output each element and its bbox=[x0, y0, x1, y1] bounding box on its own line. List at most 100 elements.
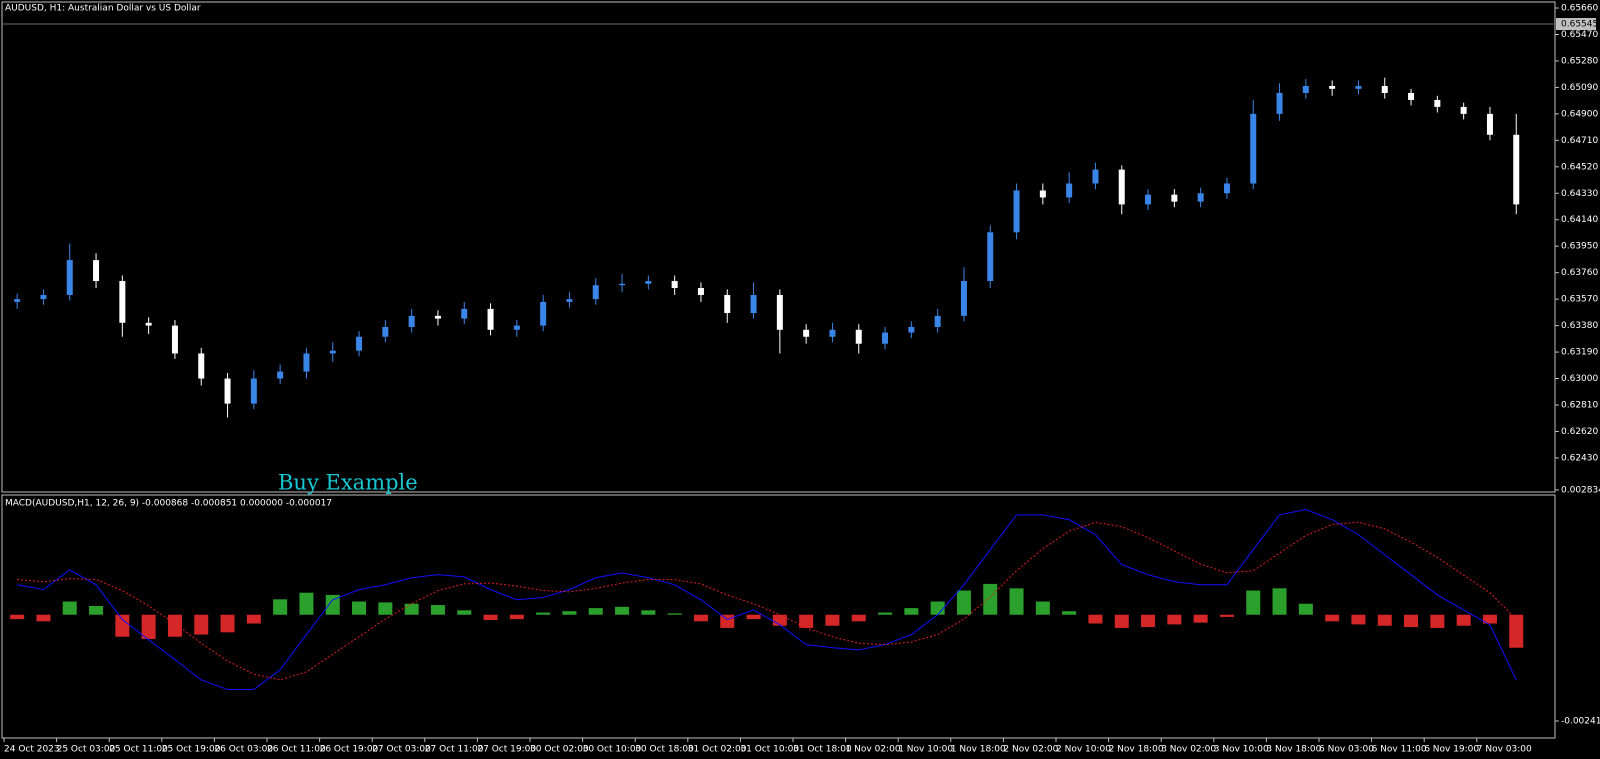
candle-body bbox=[1171, 194, 1178, 202]
y-tick-label: 0.64140 bbox=[1561, 215, 1598, 225]
y-tick-label: 0.65280 bbox=[1561, 56, 1598, 66]
candle-body bbox=[513, 325, 520, 330]
candle-body bbox=[277, 371, 284, 379]
candle-body bbox=[882, 332, 889, 344]
histogram-bar bbox=[825, 614, 840, 626]
y-tick-label: 0.65660 bbox=[1561, 4, 1598, 14]
indicator-title: MACD(AUDUSD,H1, 12, 26, 9) -0.000868 -0.… bbox=[5, 499, 332, 509]
histogram-bar bbox=[667, 613, 682, 615]
candle-body bbox=[1092, 169, 1099, 184]
candle-body bbox=[987, 232, 994, 282]
candle-body bbox=[697, 287, 704, 295]
x-tick-label: 31 Oct 18:00 bbox=[793, 745, 852, 755]
candle-body bbox=[750, 294, 757, 314]
histogram-bar bbox=[10, 614, 25, 620]
histogram-bar bbox=[483, 614, 498, 621]
y-tick-label: 0.63570 bbox=[1561, 295, 1598, 305]
candle-body bbox=[1355, 86, 1362, 89]
histogram-bar bbox=[1298, 603, 1313, 615]
candle-body bbox=[1250, 113, 1257, 184]
x-tick-label: 2 Nov 02:00 bbox=[1003, 745, 1058, 755]
candle-body bbox=[855, 329, 862, 344]
histogram-bar bbox=[904, 608, 919, 615]
candle-body bbox=[303, 353, 310, 372]
y-tick-label: 0.62620 bbox=[1561, 427, 1598, 437]
x-tick-label: 30 Oct 10:00 bbox=[583, 745, 642, 755]
x-tick-label: 7 Nov 03:00 bbox=[1477, 745, 1532, 755]
histogram-bar bbox=[562, 611, 577, 615]
histogram-bar bbox=[89, 605, 104, 615]
histogram-bar bbox=[851, 614, 866, 622]
candle-body bbox=[1145, 194, 1152, 205]
candle-body bbox=[40, 294, 47, 300]
candle-body bbox=[250, 378, 257, 404]
histogram-bar bbox=[194, 614, 209, 635]
y-tick-label: 0.63190 bbox=[1561, 348, 1598, 358]
x-tick-label: 1 Nov 18:00 bbox=[951, 745, 1006, 755]
histogram-bar bbox=[1193, 614, 1208, 623]
y-tick-label: 0.64520 bbox=[1561, 162, 1598, 172]
x-tick-label: 2 Nov 18:00 bbox=[1109, 745, 1164, 755]
y-tick-label: 0.65470 bbox=[1561, 30, 1598, 40]
histogram-bar bbox=[693, 614, 708, 622]
y-tick-label: 0.65090 bbox=[1561, 83, 1598, 93]
x-tick-label: 1 Nov 02:00 bbox=[846, 745, 901, 755]
histogram-bar bbox=[115, 614, 130, 637]
histogram-bar bbox=[457, 610, 472, 615]
candle-body bbox=[408, 315, 415, 327]
histogram-bar bbox=[1272, 588, 1287, 615]
candle-body bbox=[1434, 99, 1441, 107]
x-tick-label: 6 Nov 03:00 bbox=[1319, 745, 1374, 755]
histogram-bar bbox=[1351, 614, 1366, 625]
x-tick-label: 25 Oct 19:00 bbox=[162, 745, 221, 755]
x-tick-label: 25 Oct 03:00 bbox=[57, 745, 116, 755]
series-line bbox=[17, 509, 1517, 691]
histogram-bar bbox=[720, 614, 735, 628]
candle-body bbox=[224, 378, 231, 404]
candle-body bbox=[356, 336, 363, 351]
x-tick-label: 1 Nov 10:00 bbox=[898, 745, 953, 755]
histogram-bar bbox=[799, 614, 814, 628]
histogram-bar bbox=[352, 601, 367, 615]
candle-body bbox=[566, 299, 573, 302]
histogram-bar bbox=[772, 614, 787, 626]
histogram-bar bbox=[1088, 614, 1103, 624]
x-tick-label: 27 Oct 19:00 bbox=[477, 745, 536, 755]
candle-body bbox=[592, 285, 599, 300]
macd-panel bbox=[1, 494, 1556, 739]
histogram-bar bbox=[1035, 601, 1050, 615]
histogram-bar bbox=[220, 614, 235, 633]
candle-body bbox=[329, 350, 336, 354]
candle-body bbox=[198, 353, 205, 379]
histogram-bar bbox=[62, 601, 77, 615]
y-tick-label: 0.64900 bbox=[1561, 109, 1598, 119]
histogram-bar bbox=[404, 603, 419, 615]
histogram-bar bbox=[588, 608, 603, 615]
histogram-bar bbox=[1219, 614, 1234, 617]
candle-body bbox=[908, 326, 915, 333]
series-line bbox=[17, 521, 1517, 681]
histogram-bar bbox=[299, 592, 314, 615]
histogram-bar bbox=[246, 614, 261, 624]
candle-body bbox=[1486, 113, 1493, 135]
histogram-bar bbox=[956, 590, 971, 615]
histogram-bar bbox=[1009, 588, 1024, 615]
x-tick-label: 3 Nov 02:00 bbox=[1161, 745, 1216, 755]
histogram-bar bbox=[878, 612, 893, 615]
candle-body bbox=[1118, 169, 1125, 205]
histogram-bar bbox=[615, 606, 630, 615]
candle-body bbox=[461, 308, 468, 319]
y-tick-label: 0.63380 bbox=[1561, 321, 1598, 331]
x-tick-label: 31 Oct 10:00 bbox=[740, 745, 799, 755]
x-tick-label: 3 Nov 10:00 bbox=[1214, 745, 1269, 755]
candle-body bbox=[1197, 193, 1204, 202]
histogram-bar bbox=[430, 605, 445, 615]
y-tick-label: 0.62810 bbox=[1561, 400, 1598, 410]
candle-body bbox=[803, 329, 810, 337]
x-tick-label: 6 Nov 19:00 bbox=[1424, 745, 1479, 755]
histogram-bar bbox=[1167, 614, 1182, 625]
candle-body bbox=[1066, 183, 1073, 198]
candle-body bbox=[1013, 190, 1020, 233]
candle-body bbox=[1513, 134, 1520, 205]
